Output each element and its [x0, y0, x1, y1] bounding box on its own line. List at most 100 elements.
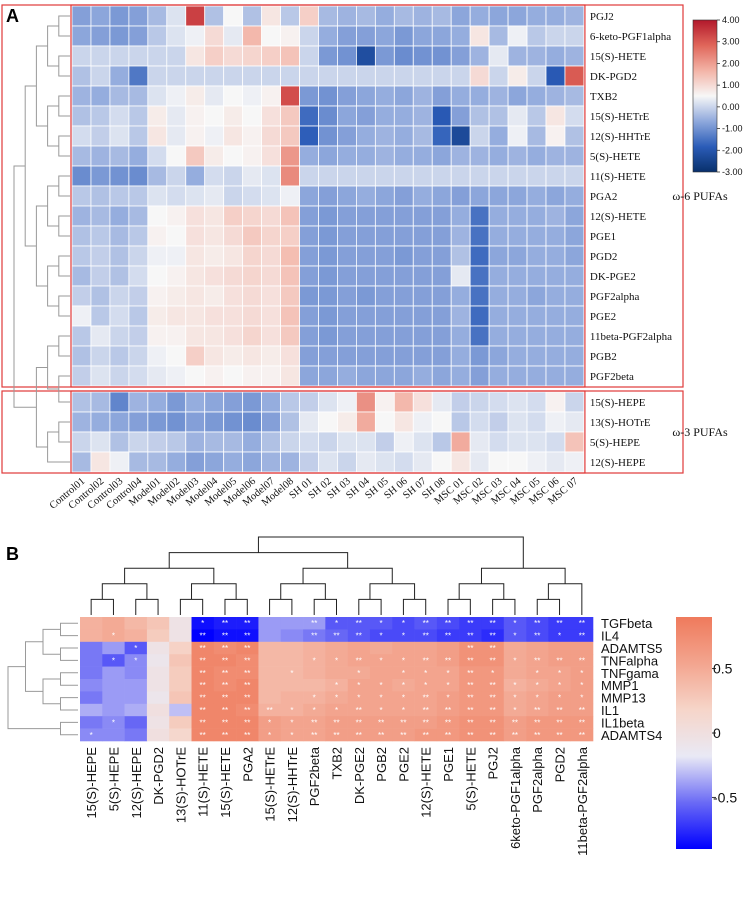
heatmap-cell [507, 245, 528, 267]
significance-mark: ** [512, 718, 518, 727]
row-dendrogram-a [47, 25, 59, 67]
heatmap-cell [507, 165, 528, 187]
significance-mark: ** [490, 656, 496, 665]
heatmap-cell [280, 245, 300, 267]
heatmap-cell [347, 629, 371, 643]
heatmap-cell [146, 629, 170, 643]
heatmap-cell [299, 245, 319, 267]
heatmap-cell [299, 145, 319, 167]
heatmap-cell [526, 391, 547, 413]
heatmap-cell [369, 629, 393, 643]
heatmap-cell [450, 365, 471, 387]
heatmap-cell [450, 345, 471, 367]
heatmap-cell [185, 45, 206, 67]
heatmap-cell [223, 245, 244, 267]
heatmap-cell [526, 325, 547, 347]
heatmap-cell [325, 641, 348, 655]
heatmap-cell [242, 285, 262, 307]
heatmap-cell [469, 411, 490, 433]
heatmap-cell [71, 165, 92, 187]
significance-mark: ** [378, 718, 384, 727]
significance-mark: ** [222, 694, 228, 703]
heatmap-cell [436, 728, 460, 742]
significance-mark: * [335, 656, 338, 665]
significance-mark: ** [534, 619, 540, 628]
heatmap-cell [166, 285, 187, 307]
heatmap-cell [526, 165, 547, 187]
heatmap-cell [318, 411, 338, 433]
significance-mark: ** [356, 718, 362, 727]
column-label: PGB2 [374, 747, 389, 782]
significance-mark: * [424, 669, 427, 678]
heatmap-cell [102, 654, 125, 667]
heatmap-cell [545, 245, 566, 267]
heatmap-cell [102, 617, 125, 630]
colorbar-a [692, 19, 718, 173]
heatmap-cell [299, 451, 319, 473]
row-label: MMP1 [601, 678, 639, 693]
heatmap-cell [318, 145, 338, 167]
heatmap-cell [318, 85, 338, 107]
heatmap-cell [393, 325, 414, 347]
significance-mark: ** [311, 731, 317, 740]
heatmap-cell [545, 345, 566, 367]
heatmap-cell [204, 65, 225, 87]
significance-mark: ** [556, 731, 562, 740]
heatmap-cell [280, 225, 300, 247]
row-label: IL1 [601, 703, 619, 718]
colorbar-tick-label: 1.00 [722, 80, 740, 90]
heatmap-cell [80, 666, 103, 680]
column-dendrogram-b [313, 598, 337, 615]
heatmap-cell [526, 679, 549, 692]
heatmap-cell [347, 617, 371, 630]
heatmap-cell [261, 345, 281, 367]
heatmap-cell [503, 728, 527, 742]
heatmap-cell [102, 728, 125, 742]
heatmap-cell [128, 125, 149, 147]
heatmap-cell [436, 679, 460, 692]
heatmap-cell [242, 165, 262, 187]
heatmap-cell [90, 205, 111, 227]
heatmap-cell [392, 666, 415, 680]
heatmap-cell [459, 629, 482, 643]
heatmap-cell [185, 305, 206, 327]
significance-mark: ** [467, 656, 473, 665]
outer-frame-omega6 [1, 4, 684, 388]
heatmap-cell [414, 691, 438, 705]
heatmap-cell [481, 666, 505, 680]
significance-mark: * [380, 656, 383, 665]
heatmap-cell [355, 105, 376, 127]
column-label: 5(S)-HETE [463, 747, 478, 811]
heatmap-cell [80, 679, 103, 692]
heatmap-cell [450, 125, 471, 147]
heatmap-cell [90, 265, 111, 287]
heatmap-cell [412, 225, 433, 247]
heatmap-cell [128, 145, 149, 167]
significance-mark: * [134, 656, 137, 665]
heatmap-cell [325, 666, 348, 680]
heatmap-cell [347, 691, 371, 705]
heatmap-cell [393, 365, 414, 387]
heatmap-cell [109, 185, 130, 207]
heatmap-cell [147, 305, 168, 327]
heatmap-cell [374, 285, 395, 307]
panel-a-label: A [6, 6, 19, 26]
heatmap-cell [564, 431, 585, 453]
heatmap-cell [347, 666, 371, 680]
heatmap-cell [507, 431, 528, 453]
heatmap-cell [258, 679, 282, 692]
heatmap-cell [481, 691, 505, 705]
heatmap-cell [488, 345, 509, 367]
heatmap-cell [185, 105, 206, 127]
heatmap-cell [337, 185, 357, 207]
significance-mark: * [491, 669, 494, 678]
heatmap-cell [431, 285, 452, 307]
heatmap-cell [412, 285, 433, 307]
heatmap-cell [393, 391, 414, 413]
heatmap-cell [548, 703, 571, 717]
heatmap-cell [436, 617, 460, 630]
heatmap-cell [412, 391, 433, 413]
significance-mark: ** [490, 731, 496, 740]
heatmap-cell [204, 325, 225, 347]
heatmap-cell [545, 225, 566, 247]
